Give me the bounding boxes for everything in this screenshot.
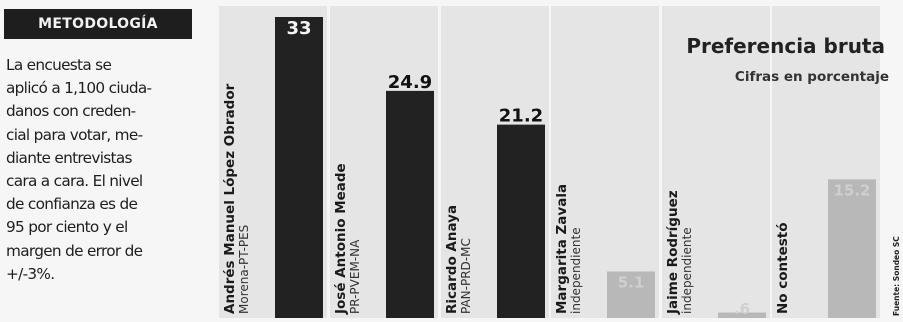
bar [828,179,876,318]
bar [607,271,655,318]
methodology-line: +/-3%. [6,264,55,283]
candidate-name: No contestó [775,222,791,314]
candidate-name: Andrés Manuel López Obrador [222,83,238,314]
bar [386,90,434,318]
column-background [551,6,659,318]
methodology-line: 95 por ciento y el [6,218,128,237]
methodology-line: danos con creden- [6,102,136,121]
methodology-line: La encuesta se [6,56,112,74]
methodology-title: METODOLOGÍA [4,9,192,39]
methodology-line: cara a cara. El nivel [6,172,143,191]
value-label: 33 [286,18,311,39]
value-label: 24.9 [388,72,432,93]
candidate-name: Ricardo Anaya [444,205,460,314]
candidate-name: José Antonio Meade [333,163,349,315]
methodology-line: margen de error de [6,241,143,260]
candidate-name: Jaime Rodríguez [665,190,681,315]
party-label: independiente [680,227,694,314]
chart-source: Fuente: Sondeo SC [892,236,901,316]
bar [497,124,545,318]
methodology-line: cial para votar, me- [6,125,143,144]
candidate-name: Margarita Zavala [554,184,570,314]
chart-title: Preferencia bruta [686,34,885,58]
party-label: PAN-PRD-MC [459,238,473,314]
value-label: 15.2 [833,181,870,199]
bar [718,312,766,318]
value-label: 5.1 [618,273,645,291]
value-label: 21.2 [499,106,543,127]
value-label: .6 [734,300,750,318]
party-label: PR-PVEM-NA [348,239,362,314]
methodology-panel: METODOLOGÍA La encuesta se aplicó a 1,10… [0,0,212,322]
methodology-text: La encuesta se aplicó a 1,100 ciuda- dan… [6,54,206,286]
column-background [662,6,770,318]
party-label: independiente [569,227,583,314]
methodology-line: de confianza es de [6,195,138,214]
chart-subtitle: Cifras en porcentaje [735,69,889,85]
bar [275,17,323,318]
party-label: Morena-PT-PES [237,225,251,314]
methodology-line: diante entrevistas [6,148,132,167]
preference-bar-chart: 33 Andrés Manuel López Obrador Morena-PT-P… [219,6,901,318]
methodology-line: aplicó a 1,100 ciuda- [6,79,152,98]
